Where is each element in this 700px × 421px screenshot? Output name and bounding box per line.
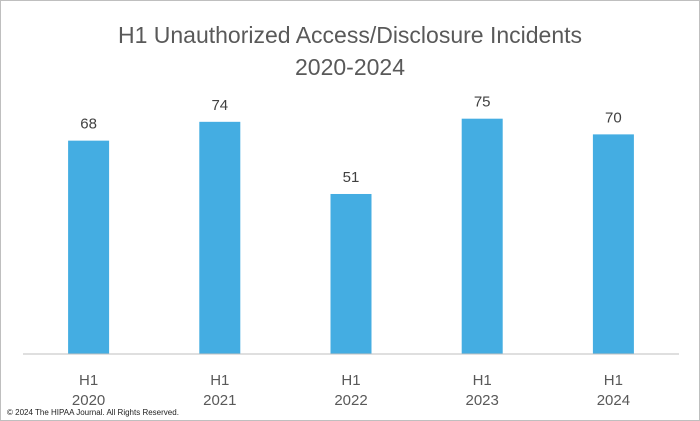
data-label-1: 74 bbox=[211, 97, 228, 114]
bar-1 bbox=[199, 121, 241, 354]
chart-title: H1 Unauthorized Access/Disclosure Incide… bbox=[1, 19, 699, 83]
x-tick-label-0-line-1: H1 bbox=[79, 372, 98, 389]
chart-title-line-2: 2020-2024 bbox=[295, 54, 405, 80]
bar-0 bbox=[68, 140, 110, 354]
x-tick-label-1-line-2: 2021 bbox=[203, 392, 236, 409]
x-tick-label-3-line-2: 2023 bbox=[466, 392, 499, 409]
data-label-4: 70 bbox=[605, 109, 622, 126]
data-label-2: 51 bbox=[343, 169, 360, 186]
x-tick-label-2-line-2: 2022 bbox=[334, 392, 367, 409]
x-tick-label-3-line-1: H1 bbox=[473, 372, 492, 389]
data-label-3: 75 bbox=[474, 94, 491, 111]
bar-4 bbox=[592, 134, 634, 354]
x-tick-label-4-line-1: H1 bbox=[604, 372, 623, 389]
x-tick-label-1-line-1: H1 bbox=[210, 372, 229, 389]
x-tick-label-4-line-2: 2024 bbox=[597, 392, 630, 409]
bar-3 bbox=[461, 118, 503, 354]
copyright-notice: © 2024 The HIPAA Journal. All Rights Res… bbox=[7, 408, 179, 417]
x-tick-label-2-line-1: H1 bbox=[341, 372, 360, 389]
data-label-0: 68 bbox=[80, 116, 97, 133]
x-tick-label-0-line-2: 2020 bbox=[72, 392, 105, 409]
bar-2 bbox=[330, 193, 372, 354]
chart-title-line-1: H1 Unauthorized Access/Disclosure Incide… bbox=[117, 22, 583, 48]
